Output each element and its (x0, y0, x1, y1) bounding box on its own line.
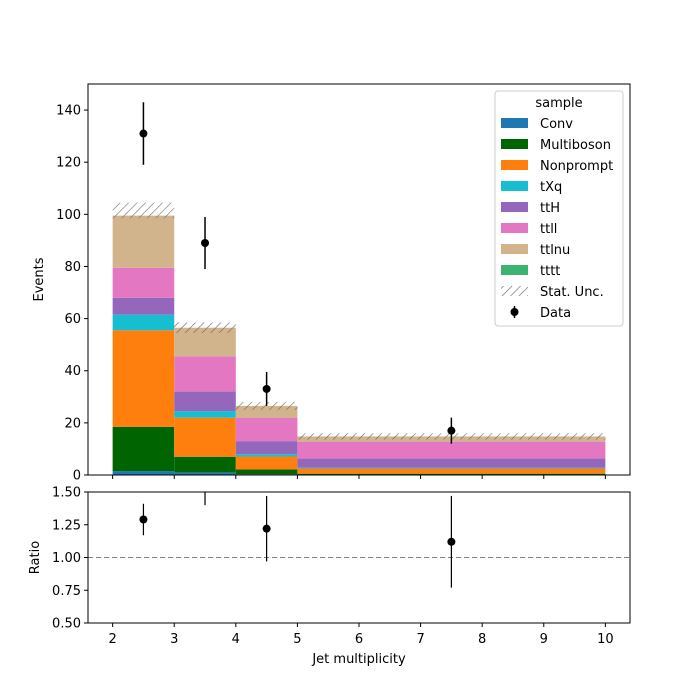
legend-label: tXq (540, 180, 562, 195)
legend-swatch-hatch (501, 286, 528, 296)
x-tick-label: 10 (597, 632, 614, 647)
ratio-axis-label: Ratio (28, 541, 43, 574)
x-tick-label: 3 (170, 632, 178, 647)
legend-label: Data (540, 306, 571, 321)
y-tick-label: 20 (64, 416, 81, 431)
ratio-point (262, 524, 271, 533)
ratio-panel: 0.50 0.75 1.00 1.25 1.50 2 3 4 5 6 7 8 9 10 Ratio Je… (28, 478, 631, 667)
legend-swatch (501, 139, 528, 149)
bar-nonprompt (112, 330, 175, 427)
data-point (201, 239, 210, 248)
x-tick-label: 4 (232, 632, 240, 647)
y-tick-label: 100 (56, 208, 81, 223)
ratio-y-tick-label: 0.50 (52, 617, 81, 632)
x-tick-label: 6 (355, 632, 363, 647)
y-tick-label: 120 (56, 156, 81, 171)
y-tick-label: 0 (73, 469, 81, 484)
legend-label: Nonprompt (540, 159, 613, 174)
legend-label: ttll (540, 222, 557, 237)
bar-nonprompt (174, 417, 236, 457)
y-tick-label: 80 (64, 260, 81, 275)
x-tick-label: 5 (293, 632, 301, 647)
stat-unc-band (112, 202, 175, 219)
data-point (262, 384, 271, 393)
bar-txq (297, 467, 606, 469)
legend-swatch (501, 181, 528, 191)
bar-ttll (297, 441, 606, 459)
legend: sample Conv Multiboson Nonprompt tXq ttH ttll t… (494, 90, 624, 327)
bar-tth (235, 441, 298, 455)
data-point (139, 129, 148, 138)
legend-label: ttH (540, 201, 560, 216)
legend-label: tttt (540, 264, 560, 279)
legend-swatch (501, 160, 528, 170)
y-axis-label: Events (32, 257, 47, 301)
legend-swatch (501, 265, 528, 275)
bar-multiboson (235, 469, 298, 475)
bar-ttlnu (112, 215, 175, 268)
ratio-y-tick-label: 1.00 (52, 551, 81, 566)
bar-multiboson (297, 473, 606, 475)
legend-label: Stat. Unc. (540, 285, 604, 300)
bar-ttll (235, 417, 298, 442)
legend-swatch (501, 202, 528, 212)
bar-txq (235, 454, 298, 457)
bar-tth (297, 458, 606, 468)
legend-title: sample (535, 96, 582, 111)
bar-multiboson (174, 456, 236, 473)
stat-unc-band (174, 322, 236, 333)
main-panel: 0 20 40 60 80 100 120 140 Events sample Conv Mult… (32, 83, 631, 484)
y-tick-label: 40 (64, 364, 81, 379)
ratio-y-tick-label: 0.75 (52, 584, 81, 599)
bar-ttll (112, 267, 175, 298)
bar-tth (174, 391, 236, 412)
bar-tth (112, 297, 175, 315)
y-tick-label: 140 (56, 104, 81, 119)
ratio-point (139, 515, 148, 524)
legend-label: Multiboson (540, 138, 611, 153)
legend-label: ttlnu (540, 243, 570, 258)
legend-data-marker (510, 308, 519, 316)
bar-txq (112, 314, 175, 331)
y-tick-label: 60 (64, 312, 81, 327)
legend-swatch (501, 244, 528, 254)
x-tick-label: 2 (108, 632, 116, 647)
bar-ttlnu (235, 405, 298, 418)
legend-swatch (501, 118, 528, 128)
ratio-point (201, 478, 209, 486)
bar-txq (174, 411, 236, 418)
x-tick-label: 8 (478, 632, 486, 647)
ratio-points (139, 478, 456, 588)
ratio-point (447, 537, 456, 546)
x-tick-label: 9 (540, 632, 548, 647)
data-point (447, 426, 456, 435)
bar-nonprompt (235, 456, 298, 470)
bar-nonprompt (297, 468, 606, 474)
bar-conv (174, 472, 236, 475)
legend-swatch (501, 223, 528, 233)
ratio-y-tick-label: 1.25 (52, 518, 81, 533)
ratio-y-tick-label: 1.50 (52, 486, 81, 501)
bar-conv (112, 471, 175, 475)
x-tick-label: 7 (416, 632, 424, 647)
x-axis-label: Jet multiplicity (311, 652, 406, 667)
legend-label: Conv (540, 117, 573, 132)
bar-ttll (174, 356, 236, 392)
bar-multiboson (112, 426, 175, 472)
